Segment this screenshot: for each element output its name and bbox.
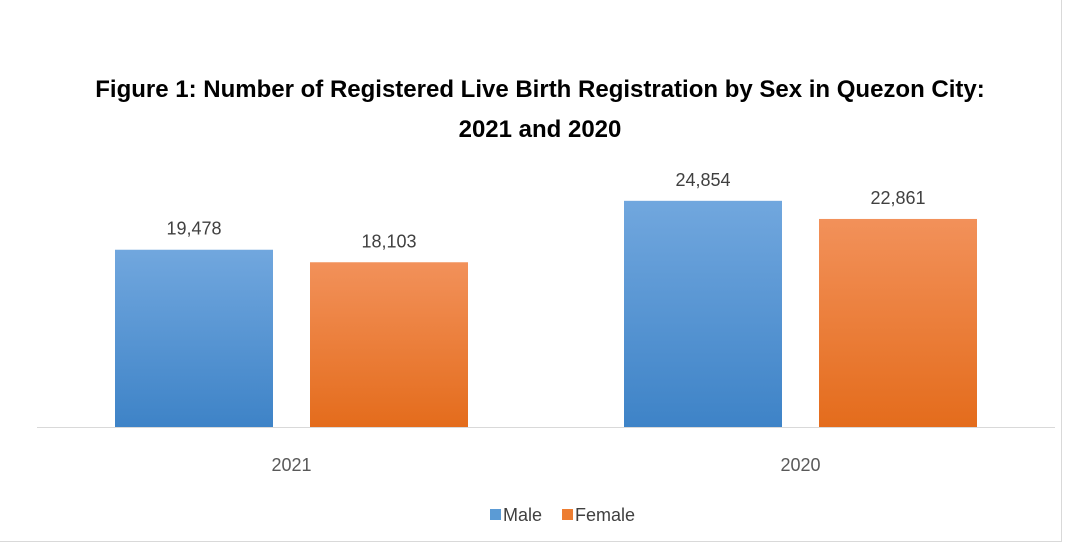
x-tick-label: 2020 [780,455,820,475]
data-label: 18,103 [361,231,416,251]
legend-swatch [490,509,501,520]
x-tick-label: 2021 [271,455,311,475]
bar [310,262,468,427]
legend-swatch [562,509,574,520]
data-label: 22,861 [870,188,925,208]
legend-label: Female [575,505,635,525]
chart-title: Figure 1: Number of Registered Live Birt… [95,76,985,143]
bar [819,218,977,427]
data-label: 24,854 [675,170,730,190]
legend-label: Male [503,505,542,525]
bar [115,249,273,427]
data-label: 19,478 [166,219,221,239]
bar [624,200,782,427]
